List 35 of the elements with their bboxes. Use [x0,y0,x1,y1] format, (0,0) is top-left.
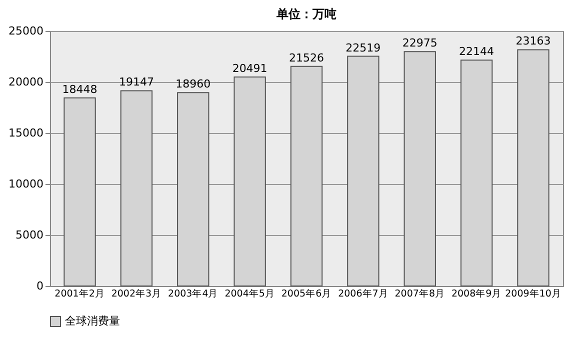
y-tick-label: 5000 [16,228,44,242]
x-tick-label: 2005年6月 [281,288,332,300]
data-label: 18960 [176,78,211,91]
bar [347,56,380,286]
y-tick-label: 0 [36,280,44,292]
x-tick-label: 2001年2月 [54,288,105,300]
chart-title: 单位：万吨 [276,7,336,21]
y-tick-label: 15000 [8,126,44,140]
bar [234,76,266,286]
bar [64,97,96,286]
data-label: 22975 [402,36,438,50]
bar [177,92,210,286]
bar [290,66,323,286]
data-label: 22144 [459,45,494,58]
data-label: 23163 [516,34,551,48]
data-label: 20491 [232,62,268,75]
bar [517,49,550,286]
bar [404,51,436,286]
y-tick-label: 20000 [8,76,44,88]
y-tick-label: 10000 [8,178,44,190]
bar [460,60,493,286]
data-label: 22519 [346,41,381,54]
data-label: 19147 [118,76,154,89]
x-tick-label: 2007年8月 [394,288,445,300]
data-label: 18448 [62,82,98,96]
x-tick-label: 2006年7月 [338,288,388,300]
x-tick-label: 2009年10月 [505,288,562,300]
x-tick-label: 2008年9月 [451,288,502,300]
data-label: 21526 [289,51,324,64]
x-tick-label: 2003年4月 [168,288,218,300]
legend-label: 全球消费量 [65,314,120,328]
x-tick-label: 2004年5月 [224,288,275,300]
x-tick-label: 2002年3月 [111,288,162,300]
y-tick-label: 25000 [8,24,44,38]
bar [120,90,153,286]
